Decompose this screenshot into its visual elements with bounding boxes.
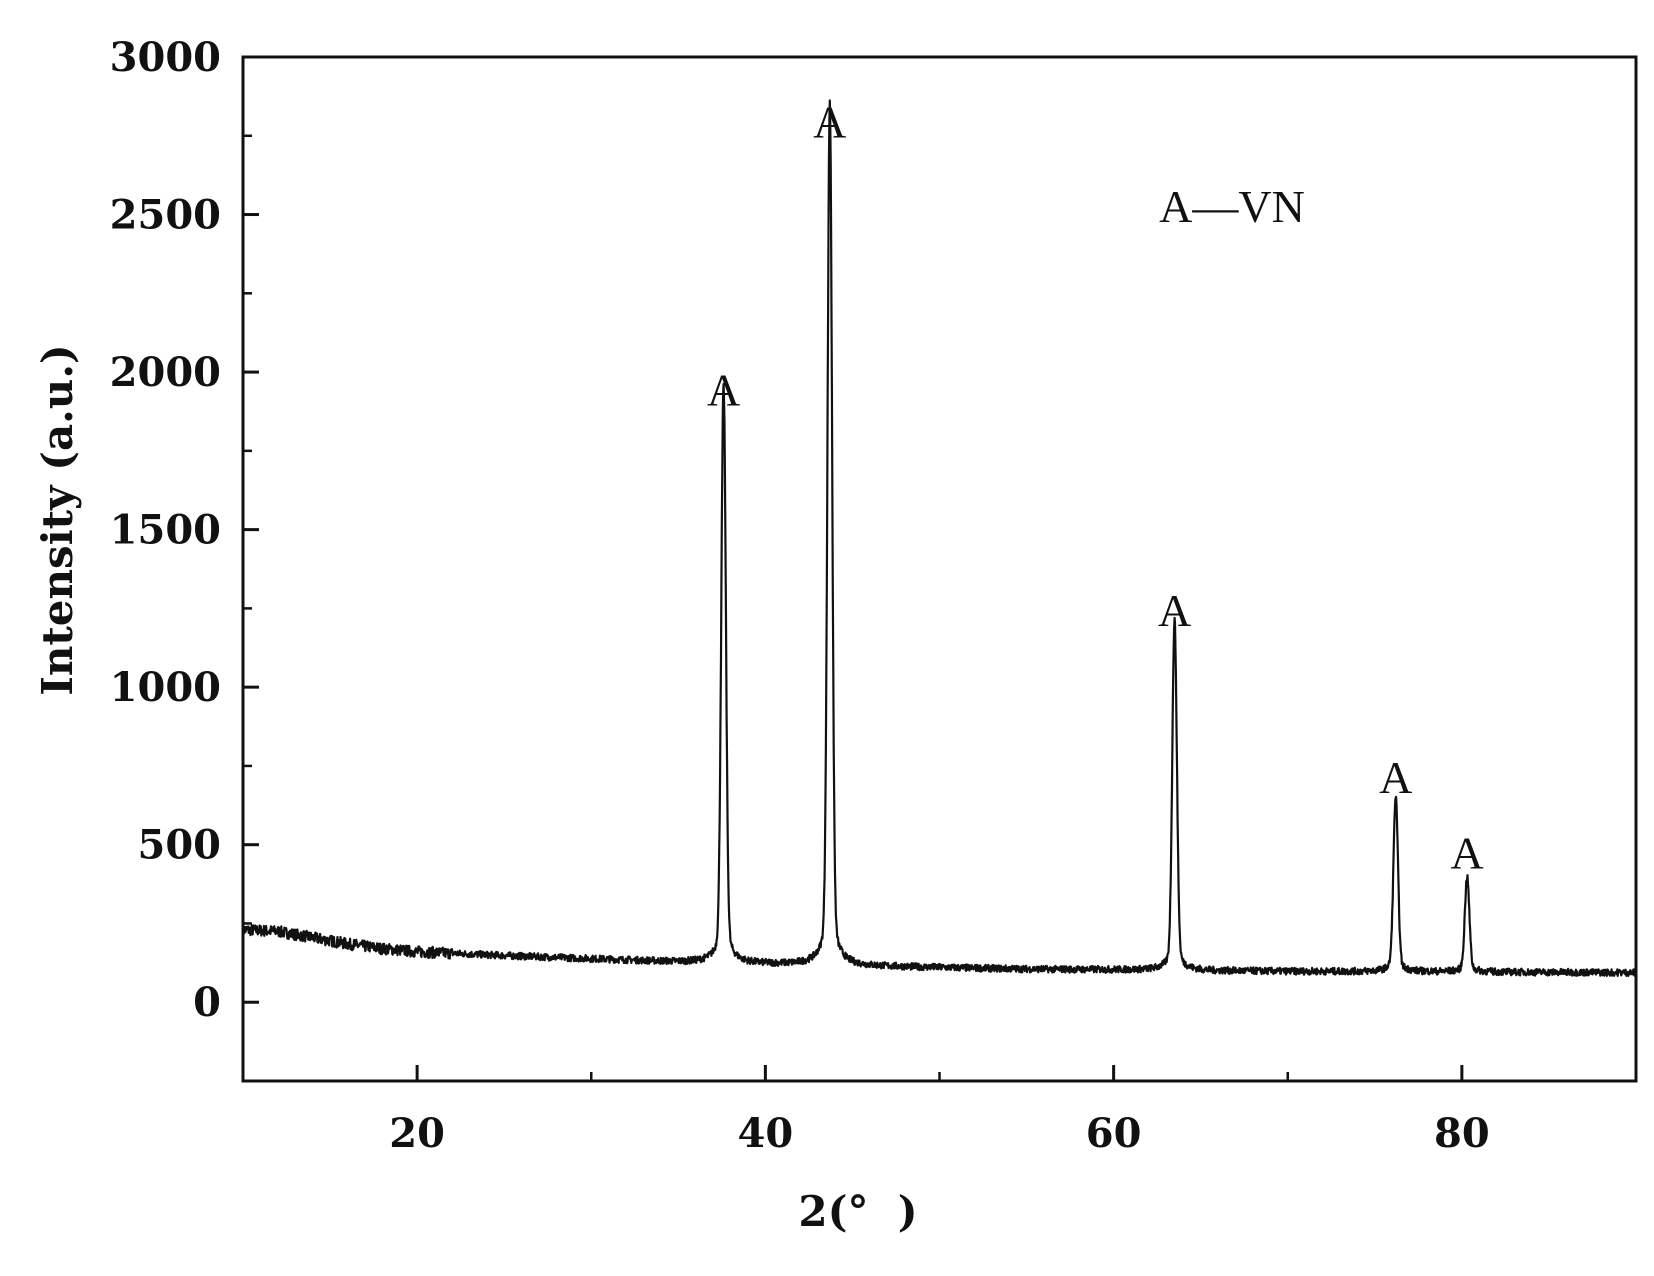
- y-axis-ticks: 0 500 1000 1500 2000 2500 3000: [110, 34, 259, 1083]
- y-tick-label: 500: [138, 822, 222, 869]
- peak-label: A: [813, 97, 846, 148]
- legend-text: A—VN: [1159, 181, 1305, 232]
- x-axis-ticks: 20 40 60 80: [389, 1065, 1490, 1157]
- peak-label: A: [707, 364, 740, 415]
- plot-frame: [241, 55, 1638, 1083]
- y-tick-label: 3000: [110, 34, 221, 81]
- y-tick-label: 1500: [110, 507, 221, 554]
- xrd-pattern-line: [241, 99, 1638, 977]
- y-tick-label: 1000: [110, 664, 221, 711]
- x-tick-label: 20: [389, 1110, 445, 1157]
- x-tick-label: 80: [1434, 1110, 1490, 1157]
- peak-label: A: [1158, 585, 1191, 636]
- y-axis-label: Intensity (a.u.): [33, 344, 82, 696]
- y-tick-label: 2000: [110, 349, 221, 396]
- y-tick-label: 0: [193, 979, 221, 1026]
- x-tick-label: 60: [1086, 1110, 1142, 1157]
- peak-label: A: [1450, 828, 1483, 879]
- x-tick-label: 40: [738, 1110, 794, 1157]
- x-axis-label: 2(° ): [798, 1187, 917, 1236]
- y-tick-label: 2500: [110, 192, 221, 239]
- peak-label: A: [1379, 752, 1412, 803]
